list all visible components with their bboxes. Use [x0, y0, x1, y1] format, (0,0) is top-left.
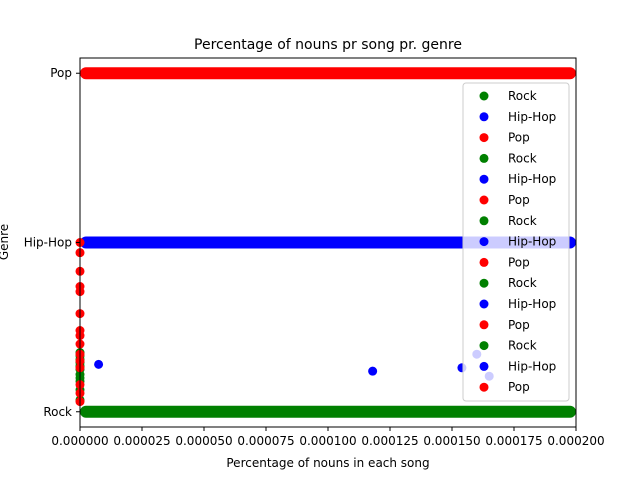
- legend-label: Hip-Hop: [508, 172, 556, 186]
- y-tick-label: Rock: [43, 405, 72, 419]
- legend-label: Pop: [508, 193, 530, 207]
- legend-marker: [479, 153, 489, 163]
- legend-marker: [479, 216, 489, 226]
- x-tick-label: 0.000050: [175, 434, 232, 448]
- x-tick-label: 0.000100: [299, 434, 356, 448]
- chart-marks: [75, 67, 576, 418]
- legend-label: Rock: [508, 214, 537, 228]
- legend-marker: [479, 257, 489, 267]
- legend-label: Rock: [508, 89, 537, 103]
- legend-label: Hip-Hop: [508, 359, 556, 373]
- legend-item: Rock: [479, 89, 537, 103]
- legend-label: Hip-Hop: [508, 297, 556, 311]
- x-axis-label: Percentage of nouns in each song: [226, 456, 429, 470]
- data-point: [94, 359, 104, 369]
- legend-item: Hip-Hop: [479, 172, 556, 186]
- legend-item: Rock: [479, 214, 537, 228]
- legend-label: Pop: [508, 318, 530, 332]
- legend-marker: [479, 133, 489, 143]
- legend-marker: [479, 174, 489, 184]
- chart-title: Percentage of nouns pr song pr. genre: [194, 37, 462, 53]
- legend-item: Hip-Hop: [479, 359, 556, 373]
- legend-label: Hip-Hop: [508, 235, 556, 249]
- x-tick-label: 0.000000: [51, 434, 108, 448]
- legend-marker: [479, 195, 489, 205]
- legend-marker: [479, 382, 489, 392]
- legend-label: Rock: [508, 339, 537, 353]
- legend-item: Pop: [479, 131, 530, 145]
- x-tick-label: 0.000175: [485, 434, 542, 448]
- legend-label: Rock: [508, 276, 537, 290]
- x-tick-label: 0.000025: [113, 434, 170, 448]
- legend-marker: [479, 112, 489, 122]
- legend-box: [462, 82, 570, 402]
- legend-item: Pop: [479, 380, 530, 394]
- legend-item: Hip-Hop: [479, 297, 556, 311]
- legend: Rock Hip-Hop Pop Rock Hip-Hop Pop Rock Hip-Hop P…: [462, 82, 570, 402]
- x-tick-label: 0.000200: [547, 434, 604, 448]
- y-tick-label: Pop: [50, 66, 72, 80]
- legend-item: Pop: [479, 193, 530, 207]
- legend-marker: [479, 320, 489, 330]
- legend-marker: [479, 278, 489, 288]
- y-axis: Rock Hip-Hop Pop: [24, 66, 80, 419]
- legend-label: Pop: [508, 131, 530, 145]
- legend-item: Rock: [479, 151, 537, 165]
- legend-label: Rock: [508, 151, 537, 165]
- legend-marker: [479, 361, 489, 371]
- legend-label: Pop: [508, 255, 530, 269]
- data-point: [368, 366, 378, 376]
- y-tick-label: Hip-Hop: [24, 236, 72, 250]
- legend-marker: [479, 299, 489, 309]
- legend-label: Pop: [508, 380, 530, 394]
- legend-item: Pop: [479, 255, 530, 269]
- legend-item: Rock: [479, 276, 537, 290]
- x-tick-label: 0.000125: [361, 434, 418, 448]
- legend-item: Hip-Hop: [479, 235, 556, 249]
- legend-marker: [479, 341, 489, 351]
- x-axis: 0.000000 0.000025 0.000050 0.000075 0.000100…: [51, 427, 605, 448]
- x-tick-label: 0.000075: [237, 434, 294, 448]
- series-band-rock: [80, 405, 576, 418]
- legend-label: Hip-Hop: [508, 110, 556, 124]
- legend-item: Hip-Hop: [479, 110, 556, 124]
- legend-marker: [479, 91, 489, 101]
- legend-marker: [479, 237, 489, 247]
- series-band-hip-hop: [80, 236, 576, 249]
- y-axis-label: Genre: [0, 224, 11, 260]
- legend-item: Pop: [479, 318, 530, 332]
- series-band-pop: [80, 67, 576, 80]
- legend-item: Rock: [479, 339, 537, 353]
- x-tick-label: 0.000150: [423, 434, 480, 448]
